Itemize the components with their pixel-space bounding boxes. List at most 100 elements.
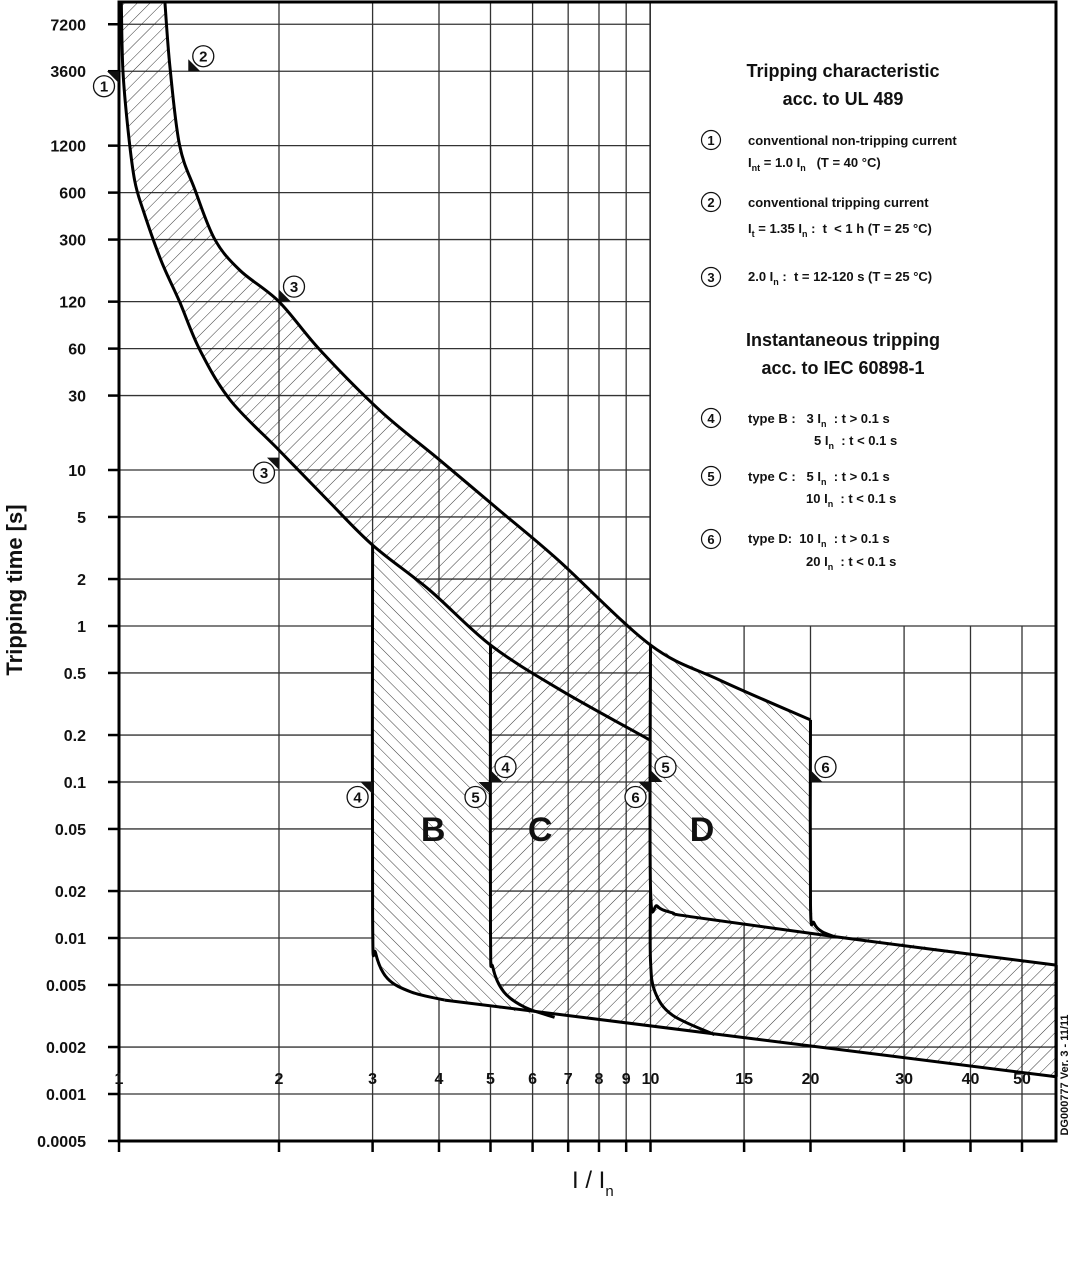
- legend-item-1: 1 conventional non-tripping current Int = …: [700, 129, 957, 173]
- y-tick-label: 0.05: [55, 822, 86, 839]
- y-tick-label: 600: [59, 186, 86, 203]
- x-tick-label: 3: [368, 1071, 377, 1088]
- x-tick-label: 10: [642, 1071, 660, 1088]
- region-label-b: B: [421, 811, 446, 849]
- x-tick-label: 2: [275, 1071, 284, 1088]
- legend-text-line: type C : 5 In : t > 0.1 s: [748, 469, 890, 487]
- x-tick-label: 8: [595, 1071, 604, 1088]
- marker-number: 1: [100, 79, 108, 96]
- subscript: n: [821, 477, 827, 487]
- legend-number-circle: [700, 465, 722, 487]
- text-segment: : t = 12-120 s (T = 25 °C): [779, 269, 932, 284]
- subscript: t: [752, 229, 755, 239]
- region-label-d: D: [690, 811, 715, 849]
- plot-frame: [108, 0, 1058, 1152]
- legend-text-line: conventional non-tripping current: [748, 133, 957, 148]
- band-edge-line: [444, 998, 1057, 1079]
- marker-wedge-icon: [188, 59, 201, 72]
- text-segment: = 1.0 I: [760, 155, 800, 170]
- legend-text-line: It = 1.35 In : t < 1 h (T = 25 °C): [748, 221, 932, 239]
- legend-text-line: 20 In : t < 0.1 s: [806, 554, 896, 572]
- x-tick-label: 30: [895, 1071, 913, 1088]
- y-tick-label: 0.5: [64, 666, 86, 683]
- text-segment: : t > 0.1 s: [826, 469, 889, 484]
- marker-wedge-icon: [278, 289, 291, 302]
- legend-title-iec60898: Instantaneous tripping: [746, 330, 940, 350]
- region-d-hatch: [650, 645, 835, 937]
- legend-number-circle: [700, 528, 722, 550]
- marker-5: 5: [464, 782, 491, 809]
- subscript: n: [773, 277, 779, 287]
- type-b-instantaneous-curve: [370, 545, 446, 1002]
- subscript: n: [828, 441, 834, 451]
- text-segment: : t < 1 h (T = 25 °C): [807, 221, 931, 236]
- text-segment: 10 I: [806, 491, 828, 506]
- marker-wedge-icon: [266, 457, 279, 470]
- legend-text-line: 2.0 In : t = 12-120 s (T = 25 °C): [748, 269, 932, 287]
- marker-circle: [464, 785, 487, 809]
- legend-item-3: 3 2.0 In : t = 12-120 s (T = 25 °C): [700, 266, 932, 288]
- marker-circle: [346, 785, 369, 809]
- marker-number: 6: [631, 790, 639, 807]
- type-d-instantaneous-curve: [648, 645, 1057, 967]
- legend-text-line: type D: 10 In : t > 0.1 s: [748, 531, 890, 549]
- legend-text-line: conventional tripping current: [748, 195, 929, 210]
- legend-number: 4: [707, 411, 715, 426]
- x-tick-label: 15: [735, 1071, 753, 1088]
- marker-number: 5: [661, 760, 669, 777]
- marker-number: 3: [290, 279, 298, 296]
- marker-2: 2: [188, 45, 215, 72]
- type-c-instantaneous-curve: [488, 645, 556, 1019]
- x-tick-label: 20: [802, 1071, 820, 1088]
- marker-number: 4: [353, 790, 362, 807]
- curves: [119, 1, 1058, 1079]
- y-tick-label: 0.002: [46, 1040, 86, 1057]
- marker-number: 4: [501, 760, 510, 777]
- y-tick-label: 0.005: [46, 978, 86, 995]
- marker-number: 3: [260, 465, 268, 482]
- text-segment: 2.0 I: [748, 269, 773, 284]
- y-tick-label: 5: [77, 510, 86, 527]
- text-segment: 20 I: [806, 554, 828, 569]
- legend-text-line: Int = 1.0 In (T = 40 °C): [748, 155, 881, 173]
- marker-wedge-icon: [490, 770, 503, 782]
- legend-title-iec60898: acc. to IEC 60898-1: [761, 358, 924, 378]
- legend-number-circle: [700, 129, 722, 151]
- x-tick-label: 6: [528, 1071, 537, 1088]
- marker-circle: [252, 461, 276, 484]
- y-tick-label: 0.2: [64, 728, 86, 745]
- subscript: nt: [752, 163, 761, 173]
- hatched-bands: [121, 2, 1057, 1077]
- legend-title-ul489: Tripping characteristic: [746, 61, 939, 81]
- y-tick-label: 1: [77, 619, 86, 636]
- marker-number: 2: [199, 49, 207, 66]
- y-tick-label: 0.0005: [37, 1134, 86, 1151]
- legend-background: [651, 3, 1054, 625]
- x-tick-label: 50: [1013, 1071, 1031, 1088]
- legend-number: 2: [707, 195, 714, 210]
- text-segment: : t > 0.1 s: [826, 411, 889, 426]
- y-tick-label: 120: [59, 295, 86, 312]
- text-segment: : t < 0.1 s: [834, 433, 897, 448]
- document-id: DG000777 Ver. 3 - 11/11: [1059, 1014, 1071, 1135]
- legend-item-5: 5 type C : 5 In : t > 0.1 s10 In : t < 0.…: [700, 465, 896, 509]
- marker-number: 5: [471, 790, 479, 807]
- legend-number: 5: [707, 469, 714, 484]
- upper-limit-curve: [163, 1, 812, 722]
- text-segment: type C : 5 I: [748, 469, 821, 484]
- subscript: n: [821, 539, 827, 549]
- plot-border: [117, 0, 1058, 1143]
- x-tick-label: 9: [622, 1071, 631, 1088]
- text-segment: I: [748, 221, 752, 236]
- marker-circle: [92, 75, 116, 98]
- y-axis-label: Tripping time [s]: [2, 504, 27, 675]
- y-tick-label: 300: [59, 233, 86, 250]
- subscript: n: [828, 499, 834, 509]
- marker-circle: [814, 755, 837, 779]
- legend-item-2: 2 conventional tripping current It = 1.35 …: [700, 191, 932, 239]
- text-segment: 5 I: [814, 433, 828, 448]
- marker-circle: [624, 785, 647, 809]
- legend-text-line: type B : 3 In : t > 0.1 s: [748, 411, 890, 429]
- marker-circle: [494, 755, 517, 779]
